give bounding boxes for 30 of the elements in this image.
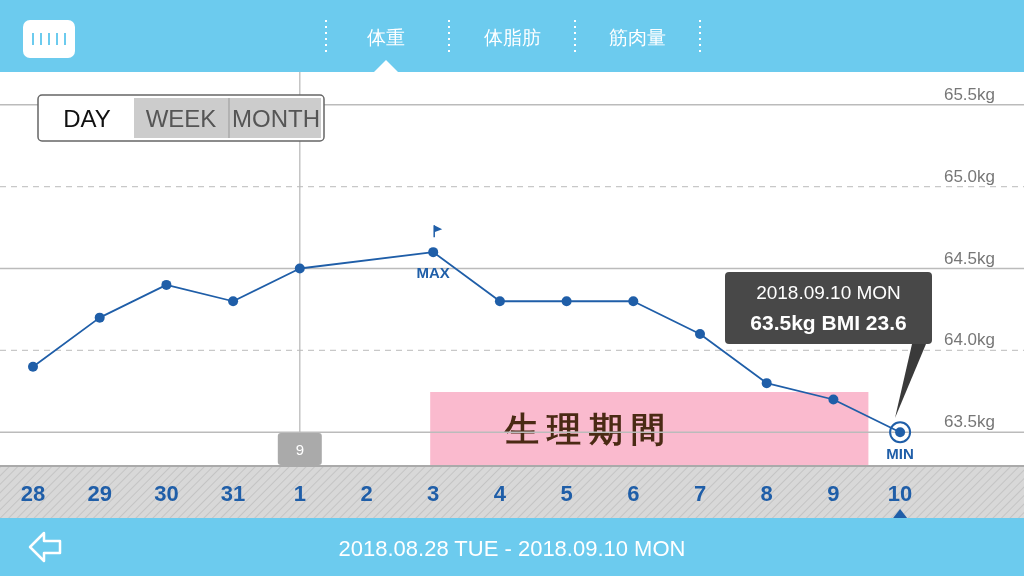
annotation: MIN [886,445,914,463]
x-tick-label: 28 [20,481,46,506]
x-tick-label: 29 [87,481,112,506]
x-tick-label: 9 [827,481,840,506]
annotation: MAX [416,264,450,282]
x-tick-label: 3 [427,481,440,506]
y-tick-label: 64.5kg [943,248,995,268]
x-tick-label: 2 [360,481,373,506]
x-tick-label: 31 [220,481,246,506]
x-tick-label: 1 [293,481,306,506]
x-tick-label: 30 [154,481,179,506]
y-tick-label: 64.0kg [943,330,995,350]
x-tick-label: 5 [560,481,573,506]
text: 筋肉量 [608,27,666,48]
y-tick-label: 65.0kg [943,166,995,186]
annotation: WEEK [145,105,217,132]
x-tick-label: 6 [627,481,640,506]
annotation: MONTH [232,105,320,132]
y-tick-label: 65.5kg [943,84,995,104]
chart-title: 体重 [367,27,405,48]
x-tick-label: 10 [887,481,913,506]
ref-line-label: 9 [295,441,304,458]
annotation: 2018.09.10 MON 63.5kg BMI 23.6 [750,282,907,334]
text: 2018.08.28 TUE - 2018.09.10 MON [338,536,686,561]
x-tick-label: 7 [693,481,707,506]
x-tick-label: 4 [493,481,507,506]
text: 体脂肪 [483,27,541,48]
x-tick-label: 8 [760,481,773,506]
y-tick-label: 63.5kg [943,412,995,432]
annotation: DAY [63,105,111,132]
